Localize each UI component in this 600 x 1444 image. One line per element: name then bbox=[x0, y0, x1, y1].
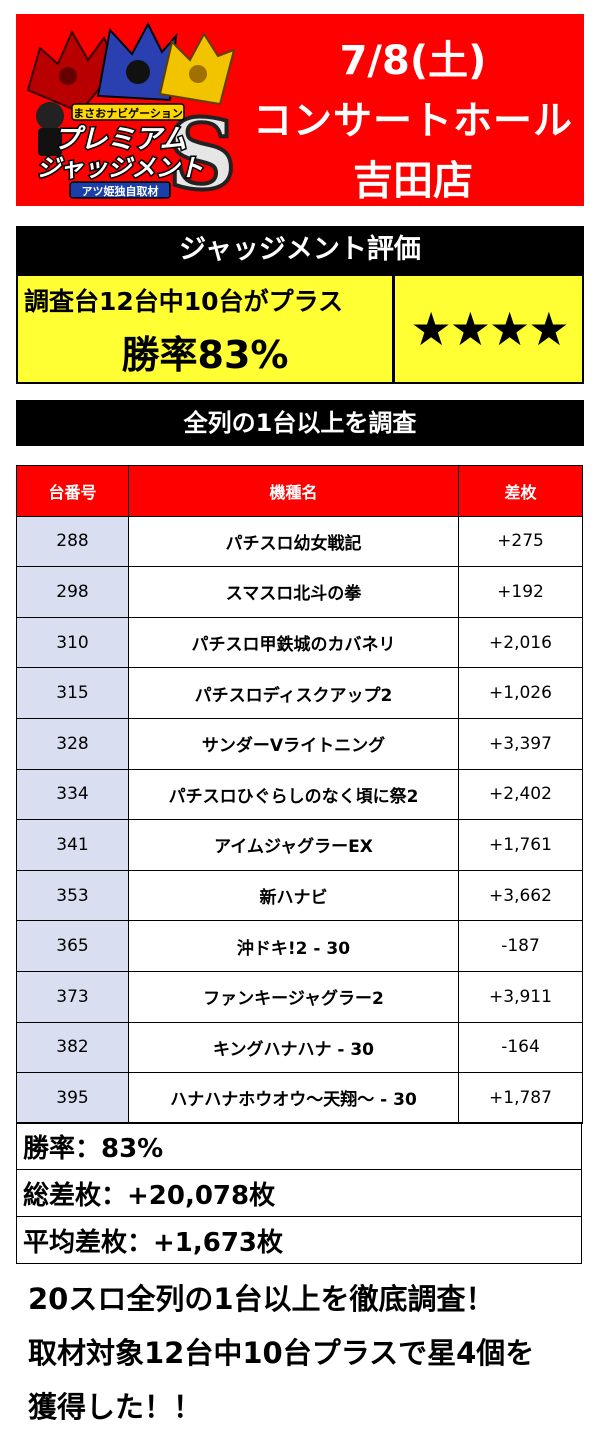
difference-value: +275 bbox=[458, 515, 583, 568]
difference-value: +192 bbox=[458, 566, 583, 618]
hall-name: コンサートホール bbox=[252, 99, 573, 144]
judgement-summary: 調査台12台中10台がプラス 勝率83% bbox=[18, 276, 395, 382]
star-rating: ★★★★ bbox=[410, 302, 570, 356]
table-row: 395 ハナハナホウオウ～天翔～ - 30 +1,787 bbox=[16, 1072, 583, 1124]
premium-judgment-logo: S まさおナビゲーション プレミアム ジャッジメント アツ姫独自取材 bbox=[26, 21, 239, 202]
machine-name: ハナハナホウオウ～天翔～ - 30 bbox=[128, 1072, 459, 1124]
judgement-count-text: 調査台12台中10台がプラス bbox=[24, 287, 344, 316]
table-row: 382 キングハナハナ - 30 -164 bbox=[16, 1021, 583, 1074]
difference-value: +3,911 bbox=[458, 970, 583, 1023]
svg-text:まさおナビゲーション: まさおナビゲーション bbox=[73, 106, 183, 120]
table-row: 298 スマスロ北斗の拳 +192 bbox=[16, 566, 583, 618]
header-machine-number: 台番号 bbox=[16, 465, 129, 517]
judgement-box: 調査台12台中10台がプラス 勝率83% ★★★★ bbox=[16, 274, 584, 384]
machine-number: 298 bbox=[16, 566, 129, 618]
footer-line: 獲得した！！ bbox=[28, 1390, 203, 1424]
header-banner: S まさおナビゲーション プレミアム ジャッジメント アツ姫独自取材 7/8(土… bbox=[16, 14, 584, 206]
table-row: 341 アイムジャグラーEX +1,761 bbox=[16, 819, 583, 871]
machine-number: 395 bbox=[16, 1072, 129, 1124]
machine-name: スマスロ北斗の拳 bbox=[128, 566, 459, 618]
machine-name: パチスロディスクアップ2 bbox=[128, 667, 459, 719]
judgement-title: ジャッジメント評価 bbox=[16, 226, 584, 274]
survey-banner: 全列の1台以上を調査 bbox=[16, 400, 584, 446]
machine-name: ファンキージャグラー2 bbox=[128, 970, 459, 1023]
difference-value: -164 bbox=[458, 1021, 583, 1074]
machine-name: サンダーVライトニング bbox=[128, 717, 459, 770]
machine-number: 315 bbox=[16, 667, 129, 719]
table-row: 315 パチスロディスクアップ2 +1,026 bbox=[16, 667, 583, 719]
machine-number: 353 bbox=[16, 869, 129, 922]
header-difference: 差枚 bbox=[458, 465, 583, 517]
event-date: 7/8(土) bbox=[339, 38, 487, 84]
footer-line: 取材対象12台中10台プラスで星4個を bbox=[28, 1336, 535, 1370]
summary-average-diff: 平均差枚：+1,673枚 bbox=[16, 1216, 582, 1264]
machine-number: 334 bbox=[16, 768, 129, 821]
svg-text:ジャッジメント: ジャッジメント bbox=[37, 154, 204, 182]
difference-value: +1,787 bbox=[458, 1072, 583, 1124]
difference-value: +1,026 bbox=[458, 667, 583, 719]
store-name: 吉田店 bbox=[353, 158, 473, 204]
table-header-row: 台番号 機種名 差枚 bbox=[16, 465, 583, 517]
difference-value: -187 bbox=[458, 920, 583, 972]
machine-name: キングハナハナ - 30 bbox=[128, 1021, 459, 1074]
difference-value: +2,016 bbox=[458, 616, 583, 669]
summary-total-diff: 総差枚：+20,078枚 bbox=[16, 1169, 582, 1217]
machine-number: 341 bbox=[16, 819, 129, 871]
machine-number: 373 bbox=[16, 970, 129, 1023]
table-row: 334 パチスロひぐらしのなく頃に祭2 +2,402 bbox=[16, 768, 583, 821]
summary-table: 勝率：83% 総差枚：+20,078枚 平均差枚：+1,673枚 bbox=[16, 1122, 582, 1264]
machine-number: 365 bbox=[16, 920, 129, 972]
table-row: 353 新ハナビ +3,662 bbox=[16, 869, 583, 922]
machine-number: 310 bbox=[16, 616, 129, 669]
svg-text:アツ姫独自取材: アツ姫独自取材 bbox=[82, 184, 159, 198]
difference-value: +1,761 bbox=[458, 819, 583, 871]
machine-name: パチスロ甲鉄城のカバネリ bbox=[128, 616, 459, 669]
table-row: 365 沖ドキ!2 - 30 -187 bbox=[16, 920, 583, 972]
header-machine-name: 機種名 bbox=[128, 465, 459, 517]
table-row: 328 サンダーVライトニング +3,397 bbox=[16, 717, 583, 770]
machine-number: 328 bbox=[16, 717, 129, 770]
machine-name: アイムジャグラーEX bbox=[128, 819, 459, 871]
machine-number: 382 bbox=[16, 1021, 129, 1074]
difference-value: +3,397 bbox=[458, 717, 583, 770]
machine-name: 新ハナビ bbox=[128, 869, 459, 922]
svg-text:プレミアム: プレミアム bbox=[53, 124, 186, 155]
difference-value: +2,402 bbox=[458, 768, 583, 821]
table-row: 310 パチスロ甲鉄城のカバネリ +2,016 bbox=[16, 616, 583, 669]
results-table: 台番号 機種名 差枚 288 パチスロ幼女戦記 +275 298 スマスロ北斗の拳 +1… bbox=[16, 465, 583, 1124]
footer-line: 20スロ全列の1台以上を徹底調査！ bbox=[28, 1282, 495, 1316]
footer-comment: 20スロ全列の1台以上を徹底調査！ 取材対象12台中10台プラスで星4個を 獲得… bbox=[28, 1272, 588, 1434]
difference-value: +3,662 bbox=[458, 869, 583, 922]
machine-name: パチスロひぐらしのなく頃に祭2 bbox=[128, 768, 459, 821]
machine-name: 沖ドキ!2 - 30 bbox=[128, 920, 459, 972]
table-row: 288 パチスロ幼女戦記 +275 bbox=[16, 515, 583, 568]
machine-name: パチスロ幼女戦記 bbox=[128, 515, 459, 568]
judgement-win-rate: 勝率83% bbox=[121, 333, 289, 377]
summary-win-rate: 勝率：83% bbox=[16, 1122, 582, 1170]
machine-number: 288 bbox=[16, 515, 129, 568]
table-row: 373 ファンキージャグラー2 +3,911 bbox=[16, 970, 583, 1023]
